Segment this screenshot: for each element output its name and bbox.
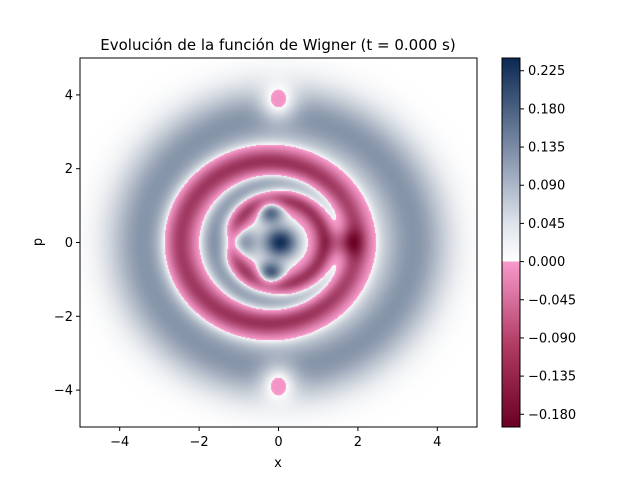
colorbar-tick-label: 0.135 bbox=[528, 141, 565, 156]
x-tick-label: 0 bbox=[274, 435, 282, 450]
colorbar-gradient bbox=[502, 58, 520, 427]
y-axis-ticks: −4 −2 0 2 4 bbox=[54, 88, 80, 399]
x-tick-label: −4 bbox=[110, 435, 129, 450]
plot-area bbox=[79, 57, 478, 428]
colorbar-tick-label: 0.045 bbox=[528, 217, 565, 232]
x-axis-ticks: −4 −2 0 2 4 bbox=[110, 427, 441, 450]
colorbar-tick-label: −0.090 bbox=[528, 331, 576, 346]
y-tick-label: 4 bbox=[65, 88, 73, 103]
y-tick-label: 2 bbox=[65, 162, 73, 177]
colorbar-tick-label: 0.000 bbox=[528, 255, 565, 270]
y-axis-label: p bbox=[31, 238, 46, 246]
x-tick-label: −2 bbox=[190, 435, 209, 450]
colorbar-tick-label: 0.225 bbox=[528, 64, 565, 79]
x-tick-label: 2 bbox=[354, 435, 362, 450]
x-axis-label: x bbox=[274, 456, 282, 471]
colorbar-tick-label: −0.135 bbox=[528, 370, 576, 385]
colorbar-tick-label: 0.180 bbox=[528, 102, 565, 117]
colorbar: 0.225 0.180 0.135 0.090 0.045 0.000 −0.045 −0.0… bbox=[501, 57, 576, 428]
colorbar-tick-label: −0.180 bbox=[528, 408, 576, 423]
chart-title: Evolución de la función de Wigner (t = 0… bbox=[100, 36, 455, 54]
colorbar-frame bbox=[501, 57, 521, 428]
colorbar-tick-label: −0.045 bbox=[528, 293, 576, 308]
y-tick-label: 0 bbox=[65, 236, 73, 251]
colorbar-tick-label: 0.090 bbox=[528, 179, 565, 194]
y-tick-label: −4 bbox=[54, 384, 73, 399]
wigner-heatmap bbox=[80, 58, 477, 427]
x-tick-label: 4 bbox=[433, 435, 441, 450]
colorbar-ticks: 0.225 0.180 0.135 0.090 0.045 0.000 −0.045 −0.0… bbox=[520, 64, 576, 423]
y-tick-label: −2 bbox=[54, 310, 73, 325]
